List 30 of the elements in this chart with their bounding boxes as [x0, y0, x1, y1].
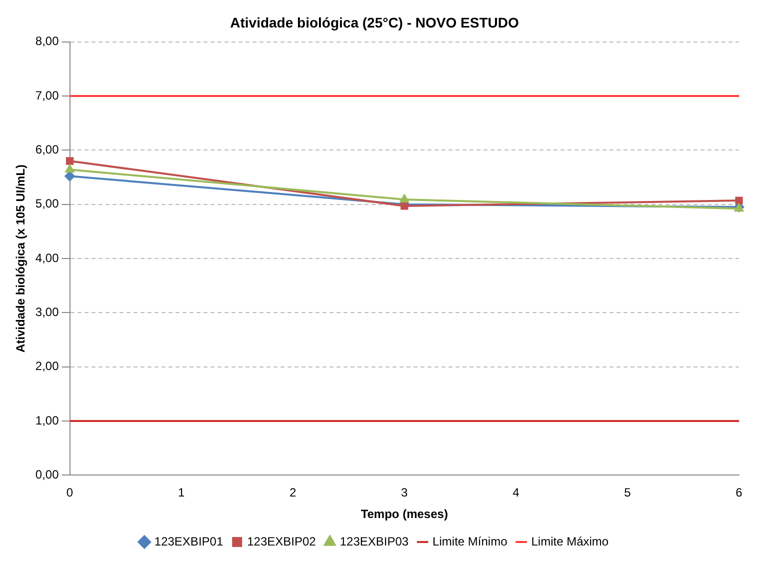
legend-label: 123EXBIP02 [247, 534, 316, 548]
x-tick-label: 2 [289, 486, 296, 500]
y-tick-label: 8,00 [35, 34, 60, 48]
point [65, 164, 74, 173]
x-tick-label: 5 [624, 486, 632, 500]
x-tick-label: 0 [66, 486, 74, 500]
x-tick-label: 3 [401, 486, 408, 500]
y-tick-label: 7,00 [35, 88, 60, 102]
point [400, 202, 408, 210]
legend-label: Limite Máximo [531, 534, 609, 548]
x-axis-title: Tempo (meses) [360, 507, 448, 522]
legend-label: 123EXBIP01 [154, 534, 224, 548]
point [735, 196, 743, 204]
point [64, 171, 75, 182]
point [400, 194, 409, 202]
y-tick-label: 0,00 [35, 468, 60, 482]
point [66, 157, 74, 165]
legend-label: 123EXBIP03 [340, 534, 409, 548]
x-tick-label: 1 [178, 486, 185, 500]
y-tick-label: 5,00 [35, 196, 60, 211]
x-tick-label: 4 [512, 486, 520, 500]
y-axis-title: Atividade biológica (x 105 UI/mL) [14, 164, 28, 353]
y-tick-label: 2,00 [35, 359, 60, 374]
legend-label: Limite Mínimo [432, 534, 508, 548]
y-tick-label: 1,00 [35, 413, 60, 428]
y-tick-label: 6,00 [35, 142, 60, 156]
y-tick-label: 4,00 [35, 250, 60, 265]
chart-title: Atividade biológica (25°C) - NOVO ESTUDO [230, 14, 519, 30]
y-tick-label: 3,00 [35, 304, 60, 319]
x-tick-label: 6 [736, 486, 743, 500]
